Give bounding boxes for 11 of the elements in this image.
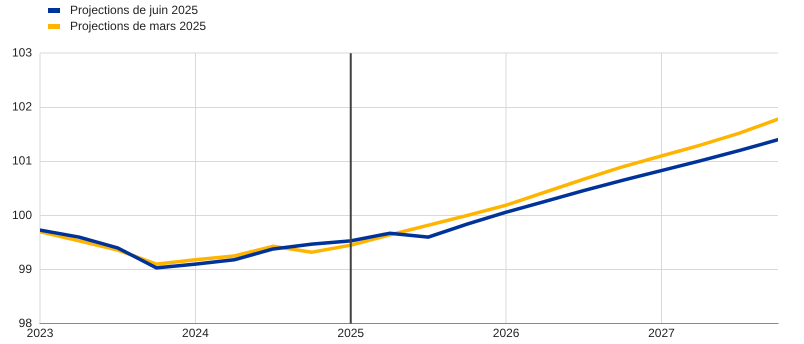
x-tick-label: 2027 <box>648 326 676 340</box>
x-tick-label: 2026 <box>492 326 520 340</box>
legend-label: Projections de juin 2025 <box>70 3 198 17</box>
y-tick-label: 99 <box>18 262 32 276</box>
x-tick-label: 2025 <box>337 326 364 340</box>
y-tick-label: 103 <box>12 46 32 60</box>
y-tick-label: 101 <box>12 154 32 168</box>
x-tick-label: 2024 <box>182 326 210 340</box>
y-tick-label: 100 <box>12 208 32 222</box>
y-tick-label: 102 <box>12 100 32 114</box>
legend-label: Projections de mars 2025 <box>70 19 206 33</box>
